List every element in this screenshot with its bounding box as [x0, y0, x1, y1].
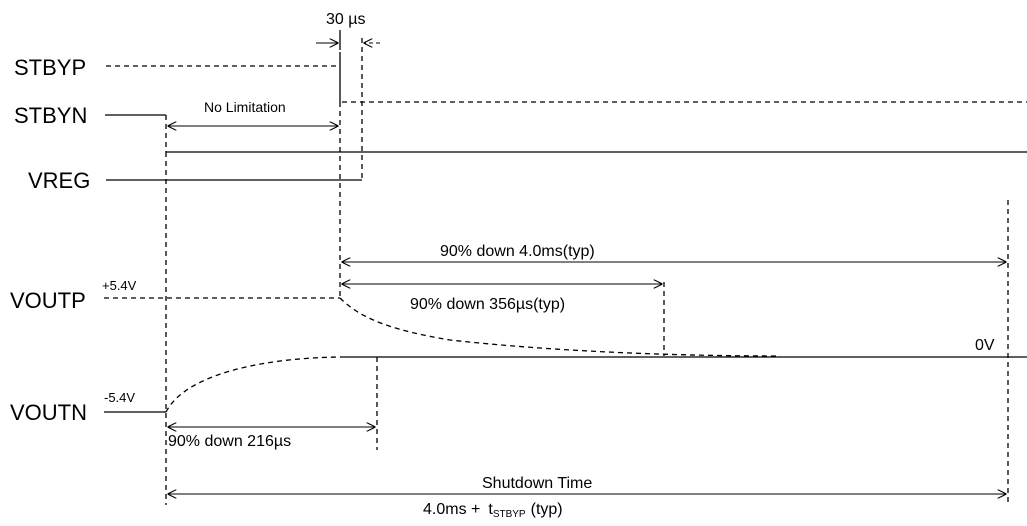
signal-label-stbyp: STBYP [14, 55, 86, 80]
signal-label-stbyn: STBYN [14, 103, 87, 128]
vreg-waveform [106, 38, 363, 181]
voutp-level-label: +5.4V [102, 278, 137, 293]
voutn-216us-label: 90% down 216µs [168, 433, 291, 450]
voutn-level-label: -5.4V [104, 390, 135, 405]
voutp-356us-label: 90% down 356µs(typ) [410, 296, 565, 313]
pulse-width-annotation [316, 30, 380, 50]
shutdown-suffix: (typ) [531, 501, 563, 518]
shutdown-time-value: 4.0ms + tSTBYP (typ) [423, 501, 563, 520]
voutp-4ms-label: 90% down 4.0ms(typ) [440, 243, 595, 260]
shutdown-time-title: Shutdown Time [482, 475, 592, 492]
voutp-waveform [104, 282, 781, 357]
stbyp-waveform [106, 52, 1027, 103]
shutdown-t: t [488, 501, 493, 518]
no-limitation-label: No Limitation [204, 99, 286, 115]
signal-label-voutp: VOUTP [10, 288, 86, 313]
signal-label-vreg: VREG [28, 168, 90, 193]
voutn-waveform [104, 356, 1027, 450]
zero-volt-label: 0V [975, 337, 995, 354]
shutdown-sub: STBYP [493, 509, 526, 520]
signal-label-voutn: VOUTN [10, 400, 87, 425]
stbyn-waveform [105, 114, 1027, 153]
pulse-width-label: 30 µs [326, 11, 365, 28]
shutdown-prefix: 4.0ms + [423, 501, 480, 518]
